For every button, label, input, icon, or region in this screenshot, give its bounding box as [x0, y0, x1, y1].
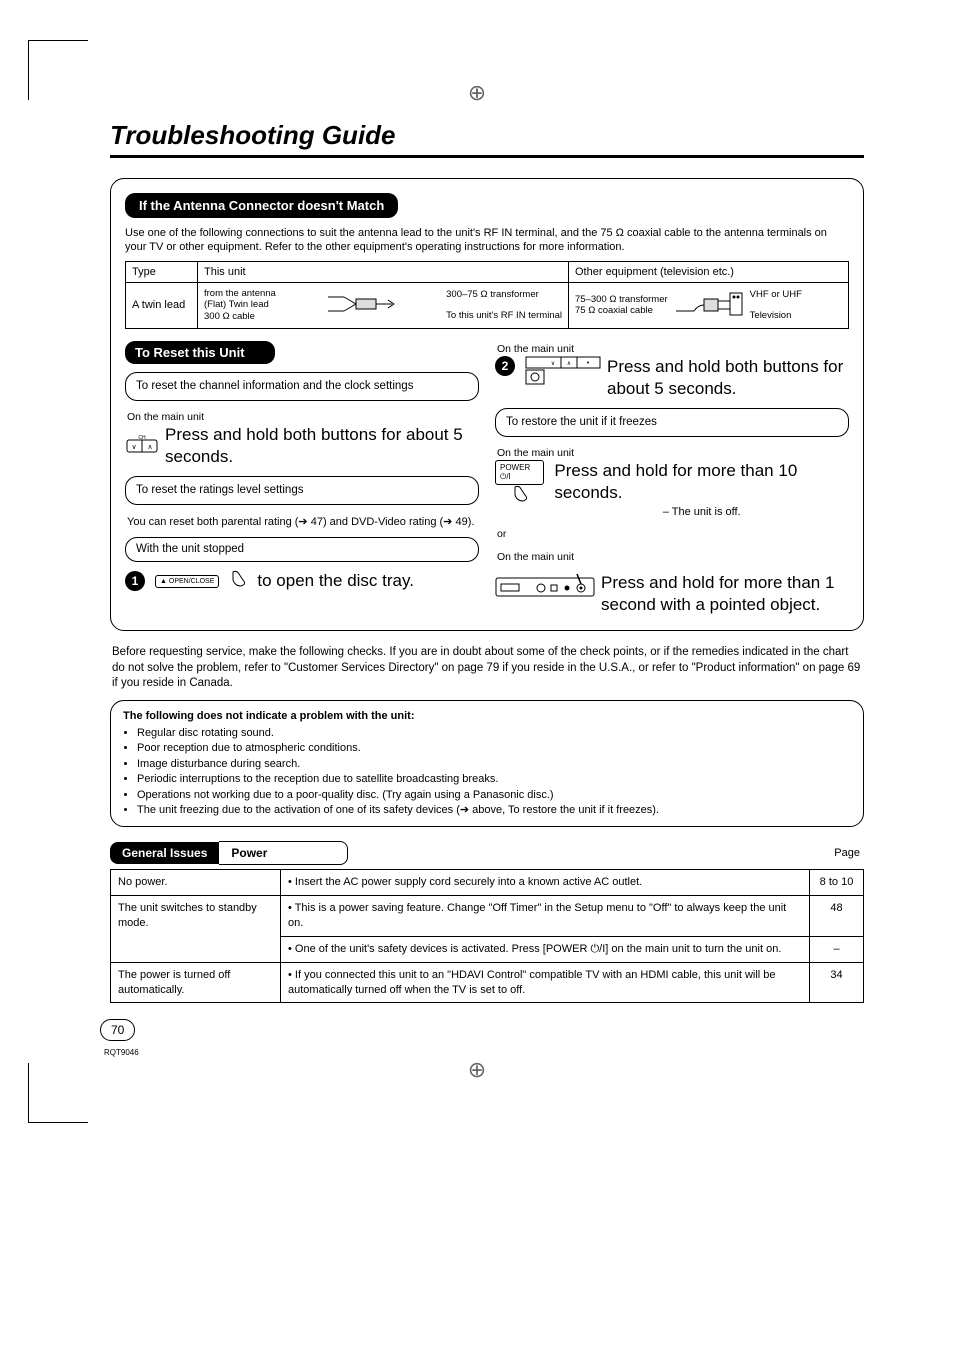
reset-ratings-sub: You can reset both parental rating (➔ 47…: [127, 515, 479, 528]
ant-thisunit-cell: from the antenna (Flat) Twin lead 300 Ω …: [198, 282, 569, 328]
reset-channel-clock-box: To reset the channel information and the…: [125, 372, 479, 401]
reset-columns: To Reset this Unit To reset the channel …: [125, 341, 849, 617]
issues-table: No power. • Insert the AC power supply c…: [110, 869, 864, 1003]
table-row: No power. • Insert the AC power supply c…: [111, 870, 864, 896]
power-button-icon: POWER ⏻/I: [495, 460, 544, 485]
issue-page: 8 to 10: [810, 870, 864, 896]
ant-type-header: Type: [126, 261, 198, 282]
ant-from-antenna: from the antenna: [204, 288, 276, 299]
table-row: The power is turned off automatically. •…: [111, 962, 864, 1003]
ant-vhf-uhf: VHF or UHF: [750, 289, 802, 300]
list-item: Operations not working due to a poor-qua…: [137, 788, 851, 803]
ant-twinlead-label: A twin lead: [126, 282, 198, 328]
step-2-text: Press and hold both buttons for about 5 …: [607, 356, 849, 400]
not-problem-title: The following does not indicate a proble…: [123, 709, 851, 724]
ant-other-cell: 75–300 Ω transformer 75 Ω coaxial cable: [569, 282, 849, 328]
reset-header: To Reset this Unit: [125, 341, 275, 364]
not-problem-list: Regular disc rotating sound. Poor recept…: [123, 726, 851, 818]
issue-fix: • This is a power saving feature. Change…: [281, 896, 810, 937]
ch-buttons-icon: CH ∨ ∧: [125, 432, 159, 459]
reset-left-col: To Reset this Unit To reset the channel …: [125, 341, 479, 617]
reset-right-col: On the main unit 2 ∨ ∧ •: [495, 341, 849, 617]
unit-off-note: – The unit is off.: [554, 506, 849, 518]
svg-text:•: •: [587, 360, 590, 367]
hold-both-text: Press and hold both buttons for about 5 …: [165, 424, 479, 468]
reset-ratings-box: To reset the ratings level settings: [125, 476, 479, 505]
step-1-badge: 1: [125, 571, 145, 591]
or-label: or: [497, 528, 849, 540]
page-content: Troubleshooting Guide If the Antenna Con…: [0, 0, 954, 1143]
issue-fix: • Insert the AC power supply cord secure…: [281, 870, 810, 896]
issue-page: 48: [810, 896, 864, 937]
unit-front-icon: [495, 572, 595, 607]
ant-television: Television: [750, 310, 802, 321]
list-item: Image disturbance during search.: [137, 757, 851, 772]
svg-text:∨: ∨: [551, 361, 555, 367]
list-item: Poor reception due to atmospheric condit…: [137, 741, 851, 756]
issue-symptom: No power.: [111, 870, 281, 896]
tv-diagram-icon: [674, 287, 744, 324]
finger-icon: [229, 570, 251, 593]
svg-text:∧: ∧: [147, 444, 152, 451]
svg-text:∧: ∧: [567, 361, 571, 367]
finger-icon-2: [511, 485, 533, 508]
on-main-unit-label: On the main unit: [127, 411, 479, 423]
issue-fix: • One of the unit's safety devices is ac…: [281, 936, 810, 962]
on-main-unit-label-4: On the main unit: [497, 551, 849, 563]
general-issues-label: General Issues: [110, 842, 219, 864]
ant-to-rfin: To this unit's RF IN terminal: [446, 310, 562, 321]
table-row: Type This unit Other equipment (televisi…: [126, 261, 849, 282]
issue-symptom: The unit switches to standby mode.: [111, 896, 281, 963]
doc-id: RQT9046: [104, 1048, 139, 1057]
issue-symptom: The power is turned off automatically.: [111, 962, 281, 1003]
ant-300-cable: 300 Ω cable: [204, 311, 276, 322]
list-item: Periodic interruptions to the reception …: [137, 772, 851, 787]
page-number-badge: 70: [100, 1019, 135, 1041]
service-note: Before requesting service, make the foll…: [112, 645, 862, 692]
ant-75-300-trans: 75–300 Ω transformer: [575, 294, 668, 305]
antenna-reset-frame: If the Antenna Connector doesn't Match U…: [110, 178, 864, 631]
table-row: The unit switches to standby mode. • Thi…: [111, 896, 864, 937]
list-item: The unit freezing due to the activation …: [137, 803, 851, 818]
antenna-intro: Use one of the following connections to …: [125, 226, 849, 255]
ant-flat-twin: (Flat) Twin lead: [204, 299, 276, 310]
transformer-diagram-icon: [284, 287, 438, 324]
antenna-header: If the Antenna Connector doesn't Match: [125, 193, 398, 218]
step-1-text: to open the disc tray.: [257, 570, 414, 592]
restore-power-wrap: On the main unit POWER ⏻/I Press and hol…: [495, 445, 849, 518]
issue-page: 34: [810, 962, 864, 1003]
page-column-label: Page: [834, 847, 864, 859]
not-problem-box: The following does not indicate a proble…: [110, 700, 864, 828]
reset-main-wrap: On the main unit CH ∨ ∧ Press and hold: [125, 409, 479, 468]
unit-top-icon: ∨ ∧ •: [525, 356, 601, 391]
pointed-object-text: Press and hold for more than 1 second wi…: [601, 572, 849, 616]
ant-300-75-trans: 300–75 Ω transformer: [446, 289, 562, 300]
antenna-table: Type This unit Other equipment (televisi…: [125, 261, 849, 329]
open-close-button-icon: ▲ OPEN/CLOSE: [155, 575, 219, 588]
step-1-row: 1 ▲ OPEN/CLOSE to open the disc tray.: [125, 570, 479, 593]
list-item: Regular disc rotating sound.: [137, 726, 851, 741]
power-subheader: Power: [219, 841, 348, 865]
issue-fix: • If you connected this unit to an "HDAV…: [281, 962, 810, 1003]
general-issues-header: General Issues Power Page: [110, 841, 864, 865]
ant-thisunit-header: This unit: [198, 261, 569, 282]
on-main-unit-label-2: On the main unit: [497, 343, 849, 355]
title-rule: [110, 155, 864, 158]
on-main-unit-label-3: On the main unit: [497, 447, 849, 459]
svg-text:∨: ∨: [131, 444, 136, 451]
power-hold-text: Press and hold for more than 10 seconds.: [554, 460, 849, 504]
table-row: A twin lead from the antenna (Flat) Twin…: [126, 282, 849, 328]
step-2-badge: 2: [495, 356, 515, 376]
ant-75-coax: 75 Ω coaxial cable: [575, 305, 668, 316]
ant-other-header: Other equipment (television etc.): [569, 261, 849, 282]
step-2-wrap: On the main unit 2 ∨ ∧ •: [495, 341, 849, 400]
unit-stopped-box: With the unit stopped: [125, 537, 479, 562]
pointed-object-row: Press and hold for more than 1 second wi…: [495, 572, 849, 616]
restore-freeze-box: To restore the unit if it freezes: [495, 408, 849, 437]
issue-page: –: [810, 936, 864, 962]
page-title: Troubleshooting Guide: [110, 120, 864, 151]
